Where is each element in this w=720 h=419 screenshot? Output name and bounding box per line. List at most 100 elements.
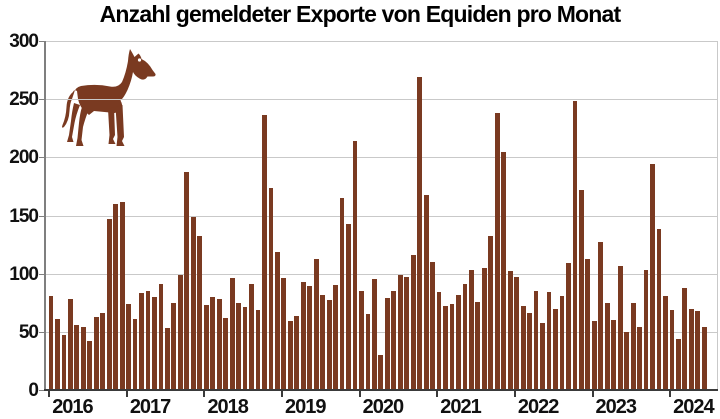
bar-2023-04 bbox=[611, 320, 617, 389]
bar-2018-08 bbox=[249, 284, 254, 389]
bar-2021-10 bbox=[494, 113, 500, 389]
gridline-300 bbox=[46, 41, 717, 42]
bar-2022-03 bbox=[527, 313, 533, 389]
bar-2019-10 bbox=[339, 198, 345, 389]
bar-2016-02 bbox=[55, 319, 60, 389]
bar-2023-01 bbox=[591, 321, 597, 389]
bar-2018-12 bbox=[274, 251, 280, 389]
bar-2020-02 bbox=[365, 314, 371, 389]
bar-2019-11 bbox=[346, 223, 351, 389]
bar-2023-07 bbox=[630, 302, 636, 389]
bar-2019-03 bbox=[294, 315, 300, 389]
bar-2018-03 bbox=[216, 299, 222, 389]
bar-2020-09 bbox=[410, 255, 416, 389]
y-axis-label-100: 100 bbox=[9, 263, 39, 285]
x-axis-label-2018: 2018 bbox=[207, 396, 248, 418]
y-axis-tick-100 bbox=[39, 273, 44, 275]
bar-2020-04 bbox=[378, 355, 384, 389]
bar-2021-03 bbox=[449, 303, 455, 389]
bar-2017-11 bbox=[190, 216, 196, 389]
bar-2018-05 bbox=[229, 278, 235, 389]
bar-2017-05 bbox=[152, 296, 157, 389]
bar-2016-07 bbox=[87, 341, 93, 389]
y-axis-tick-200 bbox=[39, 157, 44, 159]
y-axis-label-250: 250 bbox=[9, 89, 39, 111]
bar-2021-01 bbox=[436, 292, 442, 389]
gridline-200 bbox=[46, 157, 717, 159]
bar-2017-07 bbox=[165, 328, 170, 389]
bar-2016-08 bbox=[93, 316, 99, 389]
gridline-100 bbox=[46, 273, 717, 275]
bar-2018-02 bbox=[210, 296, 216, 389]
bar-2019-01 bbox=[281, 278, 287, 389]
bar-2022-12 bbox=[585, 258, 591, 389]
horse-icon bbox=[62, 49, 156, 146]
bar-2022-07 bbox=[553, 308, 558, 389]
chart-title: Anzahl gemeldeter Exporte von Equiden pr… bbox=[99, 1, 622, 27]
bar-2017-10 bbox=[184, 172, 190, 389]
y-axis-tick-250 bbox=[39, 99, 44, 101]
bar-2022-02 bbox=[520, 306, 526, 389]
bar-2020-12 bbox=[430, 262, 435, 389]
x-axis-tick-2021 bbox=[436, 391, 439, 397]
bar-2023-03 bbox=[604, 302, 610, 389]
y-axis-tick-0 bbox=[39, 390, 44, 391]
bar-2024-04 bbox=[688, 308, 694, 389]
bar-2020-11 bbox=[423, 194, 429, 389]
bar-2020-06 bbox=[391, 291, 397, 389]
horse-eye bbox=[137, 58, 142, 62]
bar-2017-09 bbox=[177, 274, 183, 389]
bar-2019-05 bbox=[307, 286, 313, 389]
bar-2017-03 bbox=[139, 293, 144, 389]
bar-2023-08 bbox=[637, 327, 642, 389]
bar-2021-08 bbox=[481, 267, 487, 389]
bar-2022-05 bbox=[540, 322, 545, 389]
bar-2017-02 bbox=[132, 319, 138, 389]
bar-2018-07 bbox=[242, 307, 248, 389]
bar-2019-07 bbox=[320, 294, 326, 389]
bar-2023-11 bbox=[656, 229, 662, 389]
bar-2020-03 bbox=[372, 279, 377, 389]
bar-2021-09 bbox=[488, 236, 494, 389]
bar-2022-08 bbox=[559, 295, 565, 389]
bar-2016-11 bbox=[113, 203, 119, 389]
bar-2019-08 bbox=[326, 300, 332, 389]
bar-2016-05 bbox=[74, 324, 80, 389]
bar-2022-11 bbox=[578, 189, 584, 389]
bar-2019-04 bbox=[300, 281, 306, 389]
x-axis-tick-2016 bbox=[48, 391, 51, 397]
bar-2021-07 bbox=[475, 301, 481, 389]
bar-2023-05 bbox=[617, 265, 623, 389]
bar-2021-12 bbox=[507, 271, 513, 389]
bar-2024-01 bbox=[669, 309, 675, 389]
bar-2018-06 bbox=[236, 302, 241, 389]
y-axis-label-0: 0 bbox=[28, 380, 39, 401]
bar-2022-06 bbox=[546, 292, 552, 389]
bar-2017-01 bbox=[126, 303, 131, 389]
bar-2016-06 bbox=[80, 327, 86, 389]
bar-2023-06 bbox=[624, 331, 630, 389]
bar-2018-10 bbox=[262, 115, 267, 389]
bar-2018-09 bbox=[255, 309, 261, 389]
y-axis-tick-300 bbox=[39, 41, 44, 42]
bar-2020-05 bbox=[384, 298, 390, 389]
x-axis-label-2023: 2023 bbox=[595, 396, 637, 418]
x-axis-tick-2022 bbox=[513, 391, 516, 397]
bar-2024-03 bbox=[682, 287, 688, 389]
bar-2024-05 bbox=[695, 310, 701, 389]
bar-2020-08 bbox=[404, 277, 410, 389]
bar-2024-02 bbox=[675, 338, 681, 389]
y-axis-label-150: 150 bbox=[9, 205, 39, 227]
bar-2020-01 bbox=[359, 291, 364, 389]
y-axis-tick-50 bbox=[39, 331, 44, 333]
y-axis-label-50: 50 bbox=[18, 321, 39, 343]
bar-2022-01 bbox=[514, 277, 520, 389]
bar-2019-06 bbox=[313, 258, 319, 389]
bar-2019-02 bbox=[287, 321, 293, 389]
x-axis-tick-2018 bbox=[203, 391, 206, 397]
bar-2016-01 bbox=[48, 295, 54, 389]
bar-2018-11 bbox=[268, 187, 274, 389]
bar-2017-04 bbox=[145, 291, 151, 389]
bar-2021-02 bbox=[443, 306, 448, 389]
